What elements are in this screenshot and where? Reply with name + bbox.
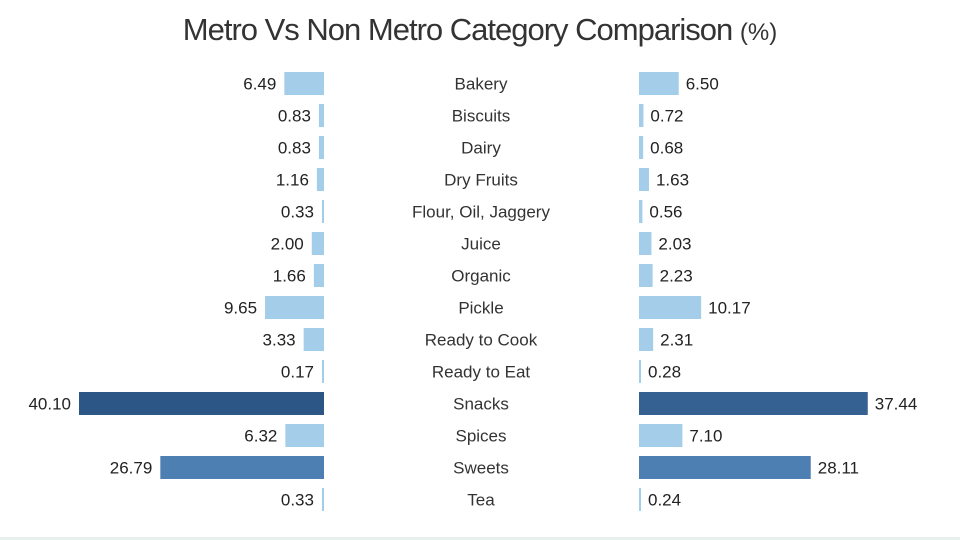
category-label: Bakery bbox=[455, 75, 508, 94]
category-label: Organic bbox=[451, 267, 511, 286]
right-bar bbox=[639, 424, 683, 447]
chart-title-text: Metro Vs Non Metro Category Comparison bbox=[182, 12, 734, 47]
left-value-label: 0.83 bbox=[278, 107, 311, 126]
right-bar bbox=[639, 392, 868, 415]
left-bar bbox=[284, 72, 324, 95]
category-label: Dairy bbox=[461, 139, 501, 158]
category-label: Ready to Eat bbox=[432, 363, 531, 382]
category-row: 40.10 Snacks 37.44 bbox=[28, 392, 917, 415]
right-value-label: 0.72 bbox=[650, 107, 683, 126]
category-row: 3.33 Ready to Cook 2.31 bbox=[263, 328, 693, 351]
left-value-label: 0.83 bbox=[278, 139, 311, 158]
right-bar bbox=[639, 136, 644, 159]
category-row: 0.33 Tea 0.24 bbox=[281, 488, 681, 511]
left-value-label: 2.00 bbox=[271, 235, 304, 254]
category-row: 0.83 Biscuits 0.72 bbox=[278, 104, 683, 127]
left-value-label: 0.33 bbox=[281, 203, 314, 222]
left-value-label: 6.32 bbox=[244, 427, 277, 446]
right-value-label: 0.56 bbox=[649, 203, 682, 222]
right-value-label: 0.68 bbox=[650, 139, 683, 158]
right-value-label: 1.63 bbox=[656, 171, 689, 190]
category-label: Flour, Oil, Jaggery bbox=[412, 203, 550, 222]
category-row: 9.65 Pickle 10.17 bbox=[224, 296, 751, 319]
right-bar bbox=[639, 168, 649, 191]
right-bar bbox=[639, 200, 643, 223]
chart-title-unit: (%) bbox=[739, 19, 778, 46]
left-bar bbox=[318, 104, 324, 127]
left-value-label: 26.79 bbox=[110, 459, 153, 478]
left-value-label: 1.16 bbox=[276, 171, 309, 190]
left-bar bbox=[321, 488, 324, 511]
category-label: Juice bbox=[461, 235, 501, 254]
category-label: Tea bbox=[467, 491, 495, 510]
left-bar bbox=[322, 360, 324, 383]
right-bar bbox=[639, 264, 653, 287]
left-bar bbox=[311, 232, 324, 255]
category-row: 6.32 Spices 7.10 bbox=[244, 424, 722, 447]
right-bar bbox=[639, 488, 641, 511]
right-bar bbox=[639, 296, 702, 319]
right-value-label: 28.11 bbox=[818, 459, 859, 478]
left-bar bbox=[318, 136, 324, 159]
category-label: Biscuits bbox=[452, 107, 511, 126]
category-label: Sweets bbox=[453, 459, 509, 478]
category-row: 26.79 Sweets 28.11 bbox=[110, 456, 859, 479]
bottom-divider bbox=[0, 537, 960, 540]
right-bar bbox=[639, 232, 652, 255]
right-value-label: 2.03 bbox=[658, 235, 691, 254]
category-label: Ready to Cook bbox=[425, 331, 538, 350]
left-value-label: 9.65 bbox=[224, 299, 257, 318]
left-value-label: 40.10 bbox=[28, 395, 71, 414]
category-label: Snacks bbox=[453, 395, 509, 414]
category-label: Spices bbox=[455, 427, 506, 446]
left-value-label: 3.33 bbox=[263, 331, 296, 350]
right-value-label: 0.24 bbox=[648, 491, 681, 510]
right-value-label: 2.31 bbox=[660, 331, 693, 350]
right-bar bbox=[639, 328, 654, 351]
left-value-label: 6.49 bbox=[243, 75, 276, 94]
left-value-label: 0.17 bbox=[281, 363, 314, 382]
right-value-label: 7.10 bbox=[689, 427, 722, 446]
right-value-label: 6.50 bbox=[686, 75, 719, 94]
right-value-label: 10.17 bbox=[708, 299, 751, 318]
left-value-label: 1.66 bbox=[273, 267, 306, 286]
right-bar bbox=[639, 104, 644, 127]
left-bar bbox=[321, 200, 324, 223]
category-row: 6.49 Bakery 6.50 bbox=[243, 72, 719, 95]
category-row: 0.17 Ready to Eat 0.28 bbox=[281, 360, 681, 383]
left-bar bbox=[160, 456, 324, 479]
category-label: Dry Fruits bbox=[444, 171, 518, 190]
left-bar bbox=[285, 424, 324, 447]
left-value-label: 0.33 bbox=[281, 491, 314, 510]
left-bar bbox=[265, 296, 324, 319]
category-label: Pickle bbox=[458, 299, 503, 318]
right-value-label: 2.23 bbox=[660, 267, 693, 286]
right-bar bbox=[639, 456, 811, 479]
category-row: 0.83 Dairy 0.68 bbox=[278, 136, 683, 159]
right-bar bbox=[639, 72, 679, 95]
category-row: 0.33 Flour, Oil, Jaggery 0.56 bbox=[281, 200, 683, 223]
category-row: 2.00 Juice 2.03 bbox=[271, 232, 691, 255]
right-value-label: 37.44 bbox=[875, 395, 918, 414]
category-row: 1.66 Organic 2.23 bbox=[273, 264, 693, 287]
right-value-label: 0.28 bbox=[648, 363, 681, 382]
right-bar bbox=[639, 360, 641, 383]
left-bar bbox=[303, 328, 324, 351]
left-bar bbox=[313, 264, 324, 287]
category-row: 1.16 Dry Fruits 1.63 bbox=[276, 168, 689, 191]
chart-title: Metro Vs Non Metro Category Comparison (… bbox=[0, 12, 960, 48]
left-bar bbox=[316, 168, 324, 191]
left-bar bbox=[79, 392, 324, 415]
